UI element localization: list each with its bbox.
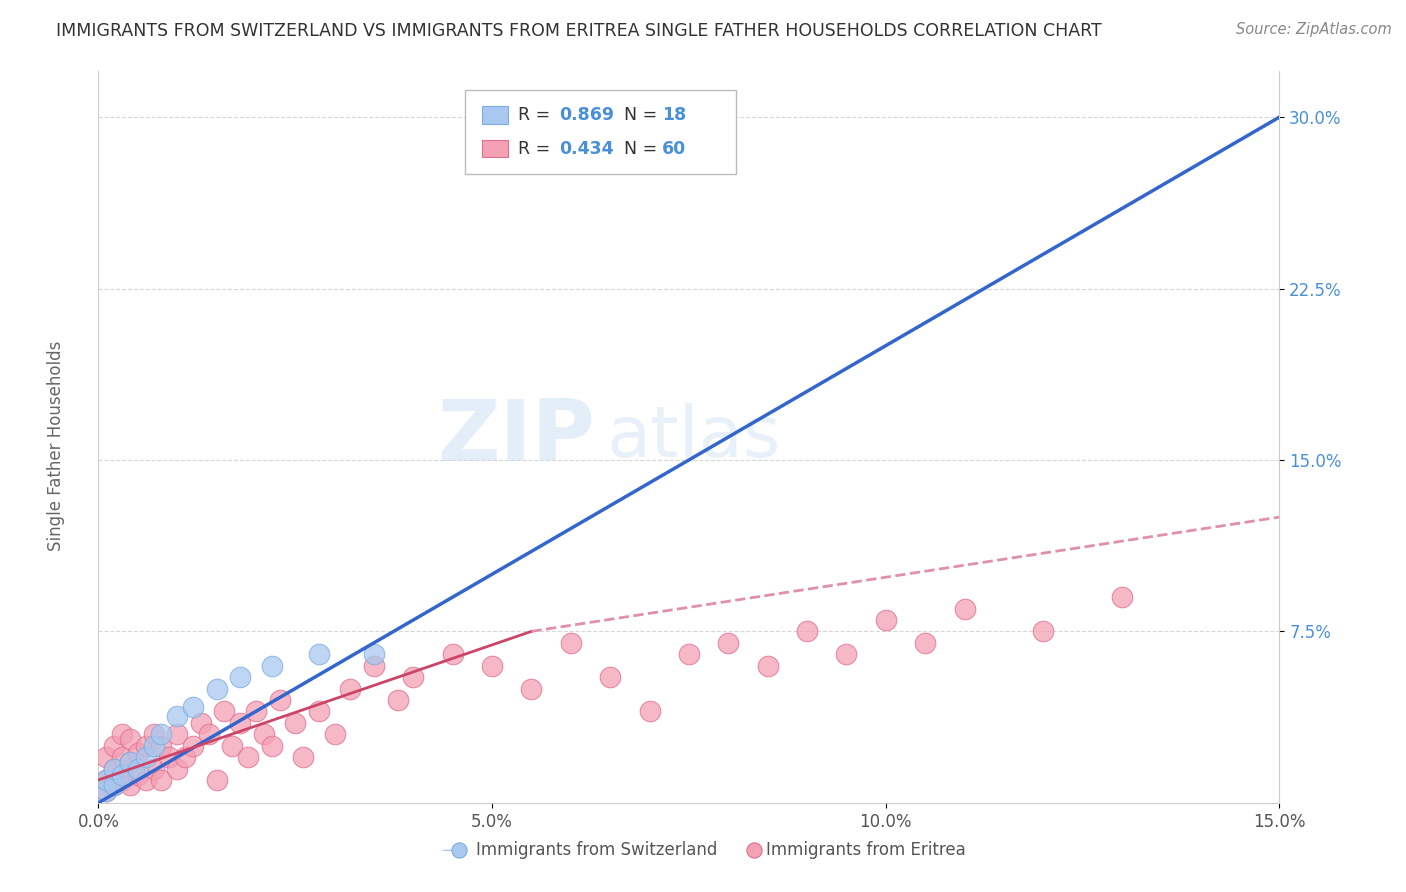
Point bbox=[103, 739, 125, 753]
Point bbox=[363, 647, 385, 661]
Point bbox=[402, 670, 425, 684]
Point bbox=[118, 755, 141, 769]
FancyBboxPatch shape bbox=[464, 90, 737, 174]
Point bbox=[135, 739, 157, 753]
Point bbox=[835, 647, 858, 661]
Point bbox=[174, 750, 197, 764]
Point bbox=[103, 778, 125, 792]
Text: 0.434: 0.434 bbox=[560, 140, 613, 158]
Text: atlas: atlas bbox=[606, 402, 780, 472]
Point bbox=[875, 613, 897, 627]
Point bbox=[308, 647, 330, 661]
Point bbox=[127, 746, 149, 760]
Point bbox=[221, 739, 243, 753]
Point bbox=[103, 778, 125, 792]
Point bbox=[103, 762, 125, 776]
Point bbox=[717, 636, 740, 650]
Point bbox=[205, 772, 228, 787]
Point bbox=[678, 647, 700, 661]
Point bbox=[245, 705, 267, 719]
Text: Immigrants from Switzerland: Immigrants from Switzerland bbox=[477, 841, 717, 859]
Point bbox=[111, 772, 134, 787]
Text: 18: 18 bbox=[662, 106, 686, 124]
Point bbox=[166, 762, 188, 776]
Point bbox=[142, 739, 165, 753]
Point bbox=[118, 778, 141, 792]
Point bbox=[111, 768, 134, 782]
Point bbox=[96, 772, 118, 787]
Point bbox=[181, 699, 204, 714]
Point bbox=[197, 727, 219, 741]
Text: IMMIGRANTS FROM SWITZERLAND VS IMMIGRANTS FROM ERITREA SINGLE FATHER HOUSEHOLDS : IMMIGRANTS FROM SWITZERLAND VS IMMIGRANT… bbox=[56, 22, 1102, 40]
Point bbox=[260, 658, 283, 673]
Point bbox=[166, 709, 188, 723]
Point bbox=[638, 705, 661, 719]
Point bbox=[135, 750, 157, 764]
Point bbox=[236, 750, 259, 764]
Point bbox=[323, 727, 346, 741]
Point bbox=[387, 693, 409, 707]
Text: 0.869: 0.869 bbox=[560, 106, 614, 124]
Point bbox=[150, 727, 173, 741]
Point bbox=[229, 670, 252, 684]
Text: R =: R = bbox=[517, 106, 555, 124]
Point bbox=[142, 762, 165, 776]
Text: Source: ZipAtlas.com: Source: ZipAtlas.com bbox=[1236, 22, 1392, 37]
FancyBboxPatch shape bbox=[482, 106, 508, 124]
Point bbox=[796, 624, 818, 639]
Point bbox=[914, 636, 936, 650]
Point bbox=[150, 772, 173, 787]
FancyBboxPatch shape bbox=[482, 140, 508, 157]
Text: R =: R = bbox=[517, 140, 555, 158]
Text: ZIP: ZIP bbox=[437, 395, 595, 479]
Point bbox=[229, 715, 252, 730]
Point bbox=[253, 727, 276, 741]
Point bbox=[142, 727, 165, 741]
Point bbox=[118, 731, 141, 746]
Point bbox=[214, 705, 236, 719]
Point bbox=[181, 739, 204, 753]
Point bbox=[150, 739, 173, 753]
Text: N =: N = bbox=[624, 140, 662, 158]
Point bbox=[638, 110, 661, 124]
Point bbox=[520, 681, 543, 696]
Text: 60: 60 bbox=[662, 140, 686, 158]
Text: Single Father Households: Single Father Households bbox=[48, 341, 65, 551]
Point bbox=[1111, 590, 1133, 604]
Point bbox=[190, 715, 212, 730]
Point bbox=[441, 647, 464, 661]
Point bbox=[111, 727, 134, 741]
Point bbox=[560, 636, 582, 650]
Text: N =: N = bbox=[624, 106, 662, 124]
Point bbox=[292, 750, 315, 764]
Point bbox=[127, 768, 149, 782]
Point bbox=[953, 601, 976, 615]
Point bbox=[103, 762, 125, 776]
Point bbox=[127, 762, 149, 776]
Point bbox=[135, 772, 157, 787]
Point bbox=[260, 739, 283, 753]
Text: Immigrants from Eritrea: Immigrants from Eritrea bbox=[766, 841, 966, 859]
Point bbox=[96, 772, 118, 787]
Point bbox=[96, 750, 118, 764]
Point bbox=[1032, 624, 1054, 639]
Point bbox=[756, 658, 779, 673]
Point bbox=[157, 750, 180, 764]
Point bbox=[308, 705, 330, 719]
Point bbox=[96, 784, 118, 798]
Point bbox=[111, 750, 134, 764]
Point bbox=[363, 658, 385, 673]
Point bbox=[269, 693, 291, 707]
Point bbox=[481, 658, 503, 673]
Point bbox=[339, 681, 361, 696]
Point bbox=[205, 681, 228, 696]
Point bbox=[96, 784, 118, 798]
Point bbox=[166, 727, 188, 741]
Point bbox=[599, 670, 621, 684]
Point bbox=[284, 715, 307, 730]
Point bbox=[118, 755, 141, 769]
